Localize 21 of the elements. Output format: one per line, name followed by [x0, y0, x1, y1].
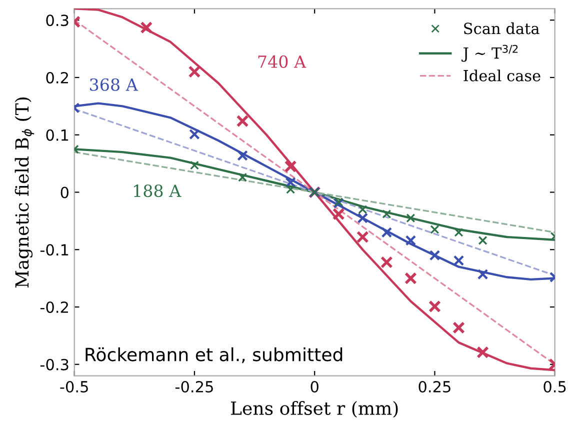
- x-axis-title: Lens offset r (mm): [231, 401, 398, 418]
- x-tick-label: -0.25: [175, 380, 213, 393]
- y-tick-label: -0.3: [40, 358, 68, 370]
- y-axis-title: Magnetic field B$_{ϕ}$ (T): [14, 98, 34, 288]
- legend-label: Ideal case: [464, 70, 540, 82]
- legend-label: J ∼ T$^{3/2}$: [462, 44, 518, 62]
- annotation: 368 A: [90, 78, 138, 91]
- y-tick-label: 0.2: [46, 72, 68, 84]
- y-tick-label: -0.2: [40, 301, 68, 314]
- annotation: Röckemann et al., submitted: [86, 347, 342, 364]
- annotation: 740 A: [258, 55, 306, 68]
- y-tick-label: 0: [60, 186, 68, 198]
- x-tick-label: 0.5: [544, 380, 566, 393]
- y-tick-label: -0.1: [40, 244, 68, 256]
- x-tick-label: 0.25: [418, 380, 450, 393]
- x-tick-label: 0: [310, 380, 318, 393]
- y-tick-label: 0.3: [46, 14, 68, 26]
- x-tick-label: -0.5: [60, 380, 88, 393]
- y-tick-label: 0.1: [46, 129, 68, 141]
- annotation: 188 A: [134, 184, 182, 198]
- legend-label: Scan data: [464, 22, 540, 34]
